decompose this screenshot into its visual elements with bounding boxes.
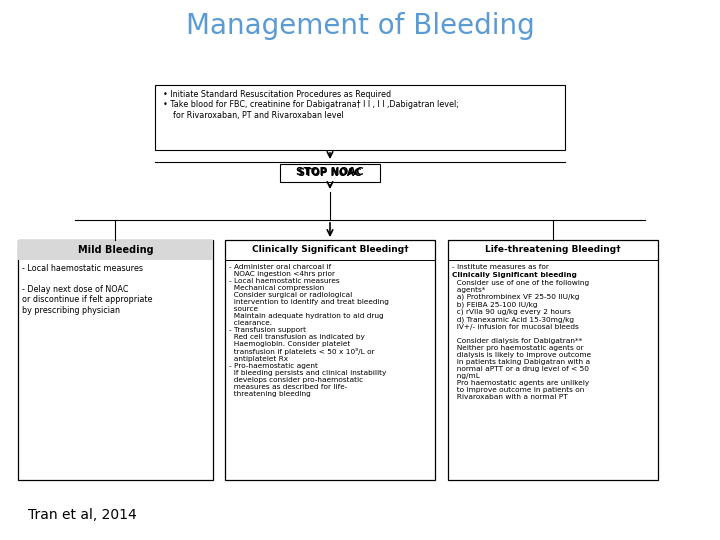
- Text: - Local haemostatic measures

- Delay next dose of NOAC
or discontinue if felt a: - Local haemostatic measures - Delay nex…: [22, 264, 153, 315]
- Text: Clinically Significant bleeding: Clinically Significant bleeding: [452, 272, 577, 278]
- FancyBboxPatch shape: [280, 164, 380, 182]
- Text: Tran et al, 2014: Tran et al, 2014: [28, 508, 137, 522]
- Text: Consider use of one of the following
  agents*
  a) Prothrombinex VF 25-50 IIU/k: Consider use of one of the following age…: [452, 280, 591, 400]
- Text: STOP NOAC: STOP NOAC: [298, 168, 361, 178]
- Text: Life-threatening Bleeding†: Life-threatening Bleeding†: [485, 246, 621, 254]
- Text: Management of Bleeding: Management of Bleeding: [186, 12, 534, 40]
- FancyBboxPatch shape: [448, 240, 658, 480]
- FancyBboxPatch shape: [225, 240, 435, 480]
- Text: - Administer oral charcoal if
  NOAC ingestion <4hrs prior
- Local haemostatic m: - Administer oral charcoal if NOAC inges…: [229, 264, 389, 397]
- Text: • Initiate Standard Resuscitation Procedures as Required
• Take blood for FBC, c: • Initiate Standard Resuscitation Proced…: [163, 90, 459, 120]
- Text: Clinically Significant Bleeding†: Clinically Significant Bleeding†: [252, 246, 408, 254]
- Text: - Institute measures as for: - Institute measures as for: [452, 264, 549, 270]
- Text: Mild Bleeding: Mild Bleeding: [78, 245, 153, 255]
- FancyBboxPatch shape: [18, 240, 213, 260]
- Text: STOP NOAC: STOP NOAC: [296, 167, 364, 177]
- FancyBboxPatch shape: [18, 240, 213, 480]
- FancyBboxPatch shape: [155, 85, 565, 150]
